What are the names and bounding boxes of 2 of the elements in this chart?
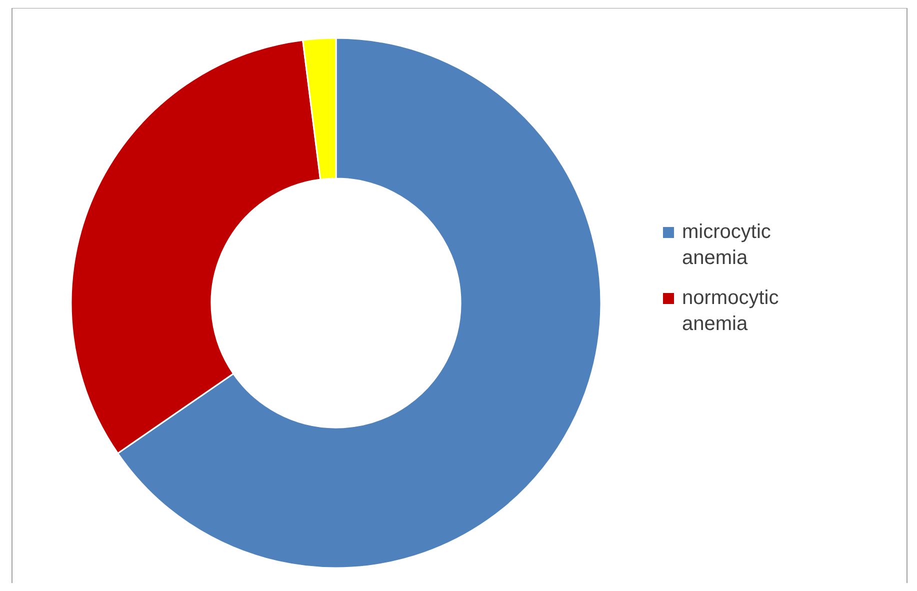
legend-label: microcytic anemia	[682, 221, 771, 269]
legend-label: normocytic anemia	[682, 287, 779, 335]
